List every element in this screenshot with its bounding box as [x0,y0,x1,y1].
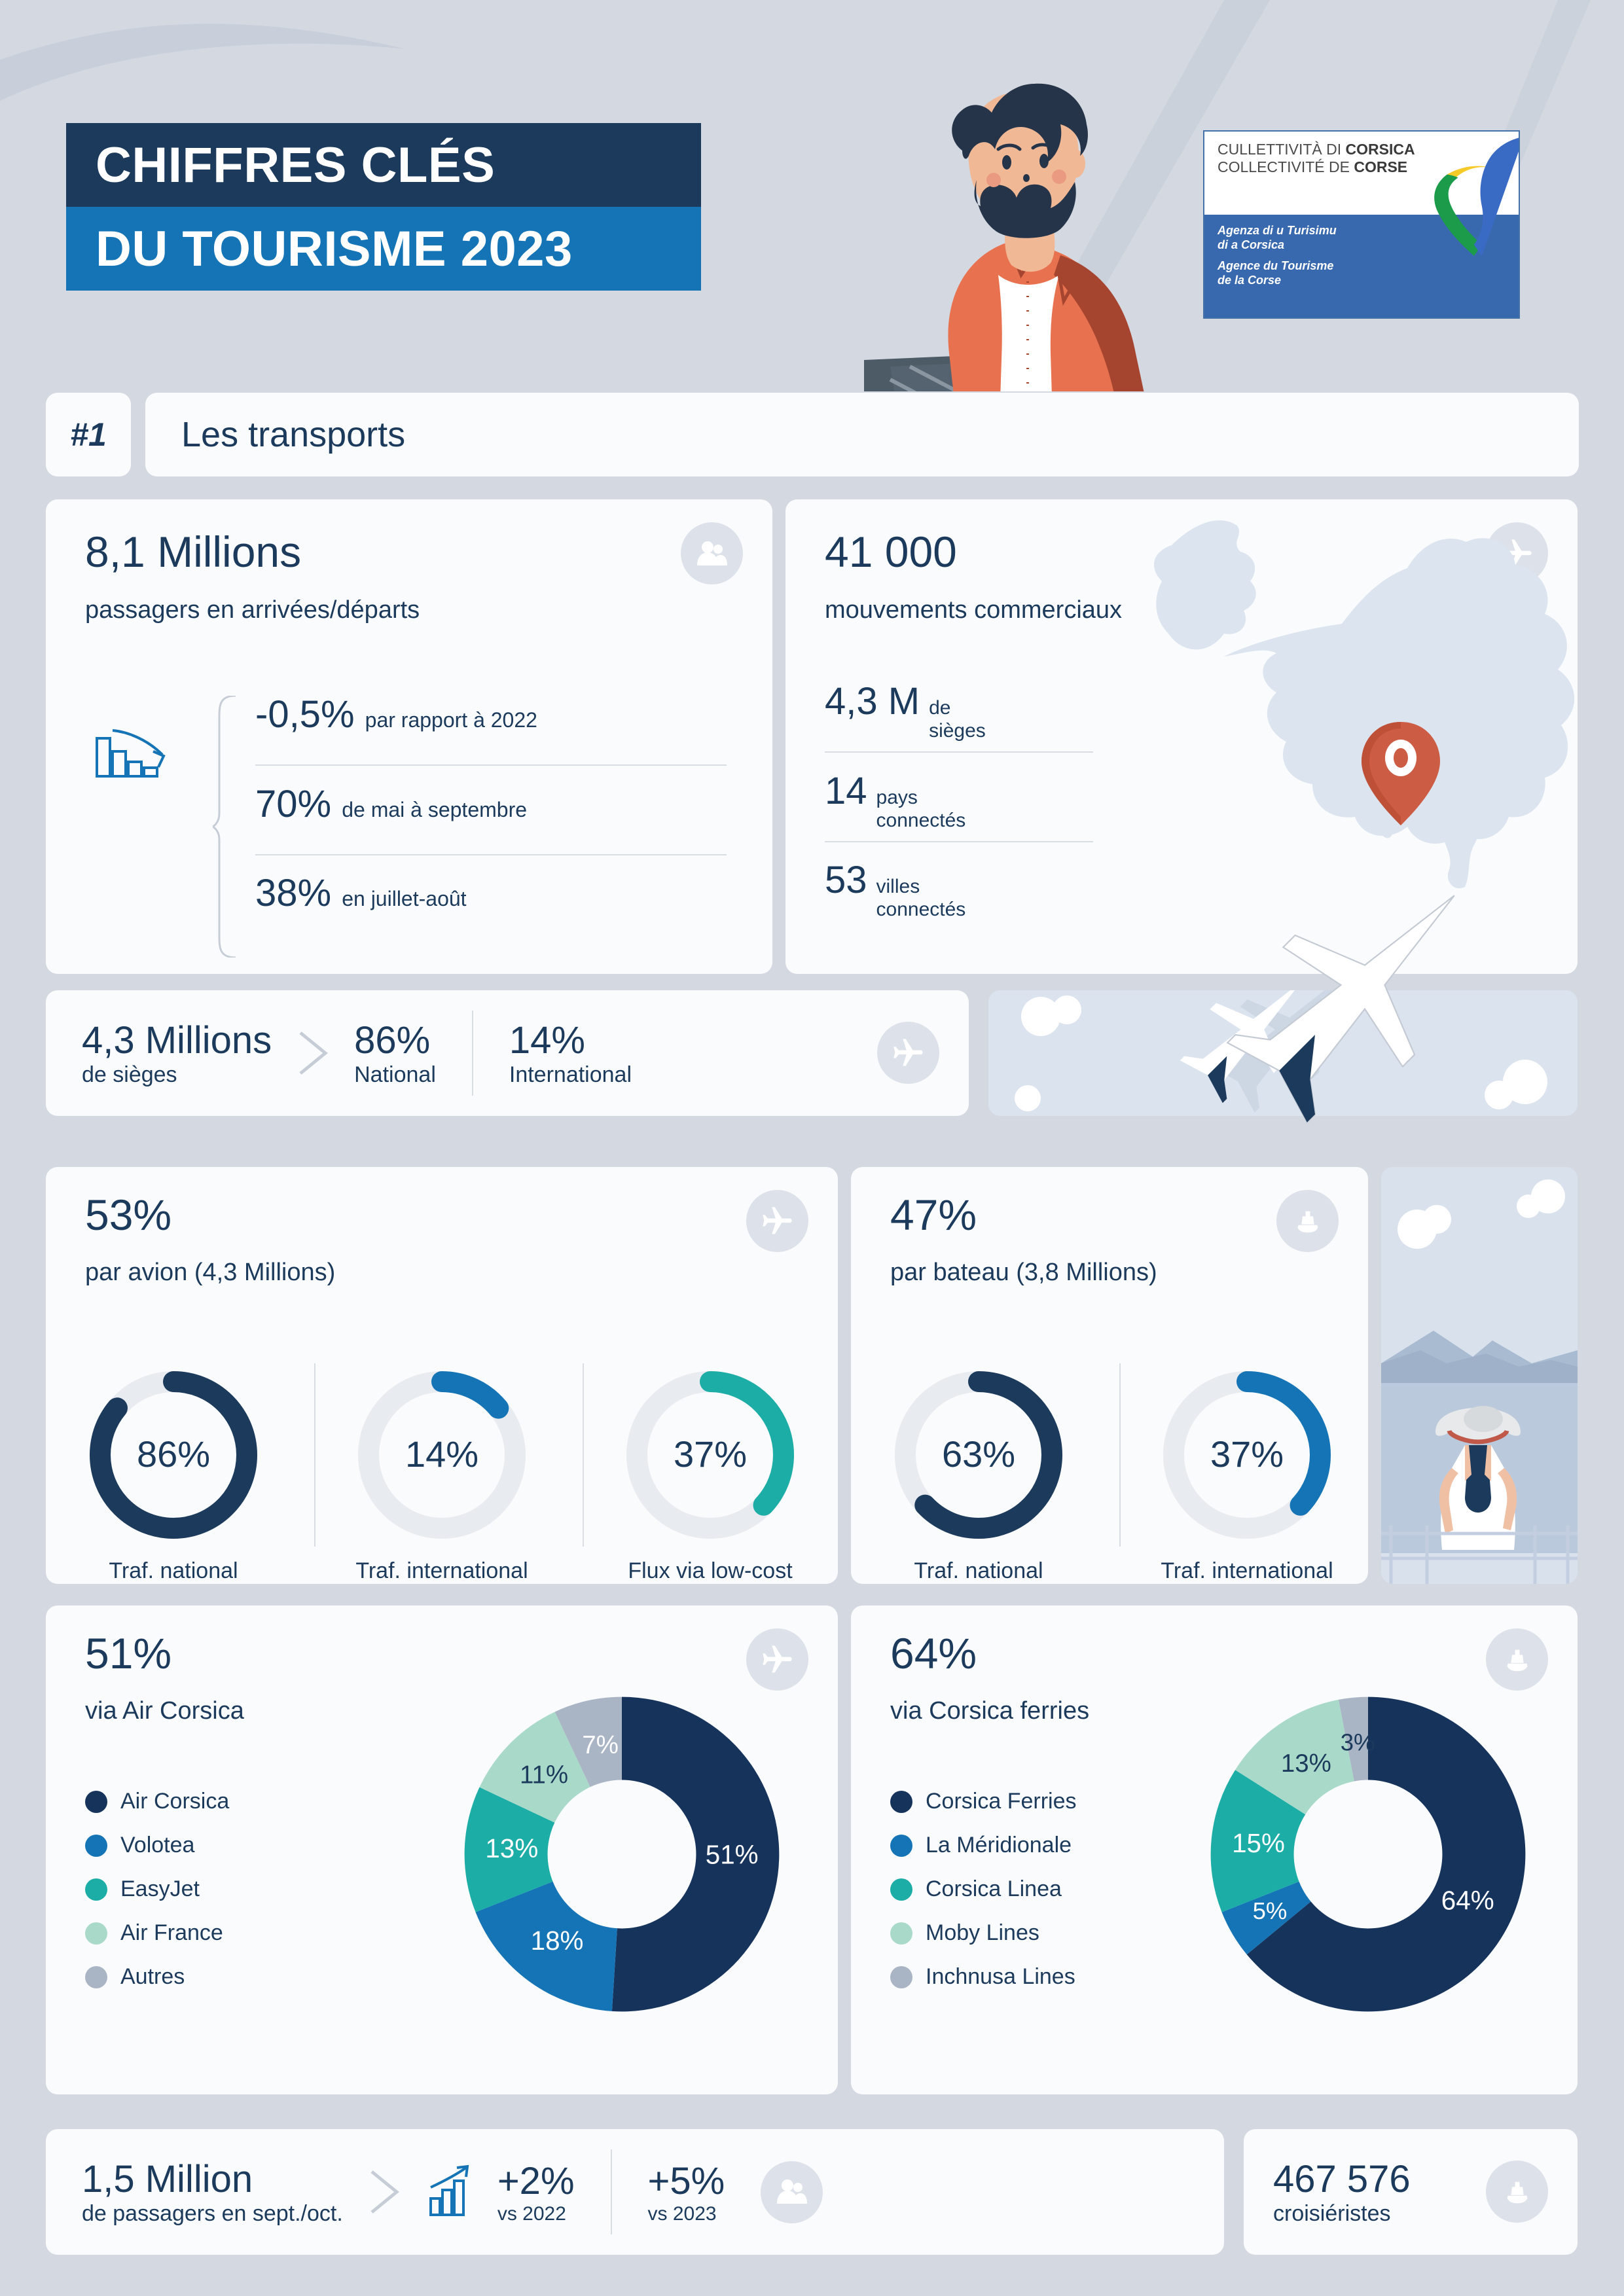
svg-text:15%: 15% [1232,1828,1285,1858]
svg-text:63%: 63% [942,1433,1015,1475]
svg-text:3%: 3% [1341,1729,1375,1755]
svg-text:11%: 11% [520,1761,568,1789]
svg-text:64%: 64% [1441,1886,1494,1916]
svg-text:5%: 5% [1253,1897,1288,1924]
svg-text:37%: 37% [674,1433,747,1475]
svg-text:18%: 18% [531,1926,584,1956]
svg-text:7%: 7% [582,1731,619,1759]
svg-text:13%: 13% [485,1833,538,1863]
svg-text:13%: 13% [1281,1749,1331,1778]
svg-text:86%: 86% [137,1433,210,1475]
svg-text:14%: 14% [405,1433,478,1475]
svg-text:37%: 37% [1210,1433,1284,1475]
svg-text:51%: 51% [706,1839,759,1869]
